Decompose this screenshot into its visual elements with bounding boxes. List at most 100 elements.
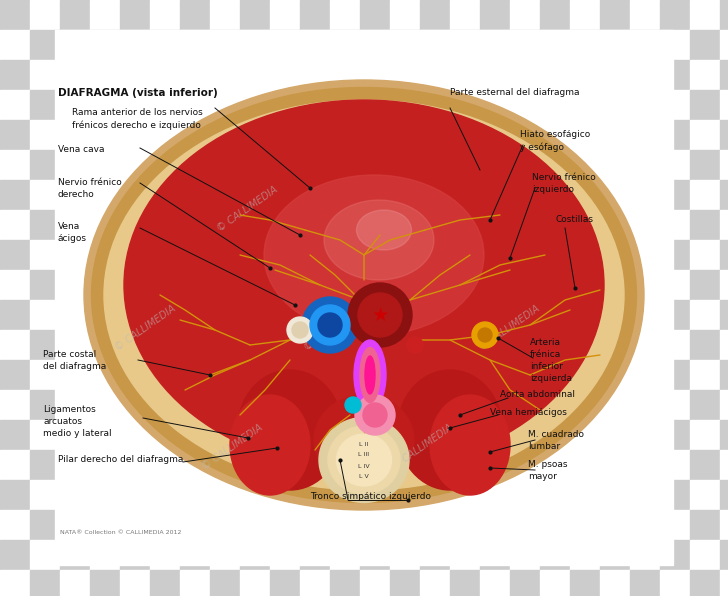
Bar <box>420 540 450 570</box>
Bar <box>330 510 360 540</box>
Bar <box>90 180 120 210</box>
Bar <box>480 540 510 570</box>
Bar <box>270 210 300 240</box>
Bar <box>120 90 150 120</box>
Bar <box>270 240 300 270</box>
Bar <box>90 390 120 420</box>
Bar <box>570 120 600 150</box>
Ellipse shape <box>365 356 375 394</box>
Bar <box>90 300 120 330</box>
Bar <box>690 0 720 30</box>
Bar <box>150 270 180 300</box>
Bar <box>150 450 180 480</box>
Bar <box>30 270 60 300</box>
Text: DIAFRAGMA (vista inferior): DIAFRAGMA (vista inferior) <box>58 88 218 98</box>
Bar <box>360 420 390 450</box>
Bar <box>630 480 660 510</box>
Bar <box>720 270 728 300</box>
Bar <box>570 90 600 120</box>
Bar <box>510 0 540 30</box>
Bar <box>690 570 720 596</box>
Bar <box>240 120 270 150</box>
Bar <box>420 60 450 90</box>
Bar <box>360 60 390 90</box>
Circle shape <box>302 297 358 353</box>
Bar <box>390 330 420 360</box>
Bar <box>600 300 630 330</box>
Bar <box>420 450 450 480</box>
Bar <box>240 210 270 240</box>
Text: Rama anterior de los nervios: Rama anterior de los nervios <box>72 108 203 117</box>
Bar <box>60 540 90 570</box>
Text: frénica: frénica <box>530 350 561 359</box>
Bar <box>420 240 450 270</box>
Bar <box>540 510 570 540</box>
Bar <box>30 180 60 210</box>
Bar <box>540 540 570 570</box>
Circle shape <box>472 322 498 348</box>
Bar <box>510 420 540 450</box>
Bar <box>540 90 570 120</box>
Bar <box>390 570 420 596</box>
Bar <box>0 0 30 30</box>
Bar <box>660 120 690 150</box>
Bar <box>120 0 150 30</box>
Bar <box>450 360 480 390</box>
Bar <box>210 240 240 270</box>
Bar <box>210 180 240 210</box>
Bar <box>360 540 390 570</box>
Bar <box>510 450 540 480</box>
Bar <box>120 30 150 60</box>
Bar <box>600 330 630 360</box>
Bar <box>210 150 240 180</box>
Text: L II: L II <box>360 442 368 446</box>
Bar <box>360 570 390 596</box>
Bar <box>420 210 450 240</box>
Bar <box>0 300 30 330</box>
Bar <box>690 360 720 390</box>
Bar <box>660 180 690 210</box>
Circle shape <box>292 322 308 338</box>
Text: Nervio frénico: Nervio frénico <box>532 173 596 182</box>
Bar <box>720 510 728 540</box>
Ellipse shape <box>397 370 502 490</box>
Bar <box>480 360 510 390</box>
Bar <box>270 360 300 390</box>
Bar <box>150 570 180 596</box>
Bar <box>60 300 90 330</box>
Bar <box>480 420 510 450</box>
Bar <box>360 450 390 480</box>
Bar <box>510 510 540 540</box>
Text: Pilar derecho del diafragma: Pilar derecho del diafragma <box>58 455 183 464</box>
Bar <box>270 420 300 450</box>
Bar <box>690 480 720 510</box>
Circle shape <box>348 283 412 347</box>
Bar <box>240 570 270 596</box>
Bar <box>360 120 390 150</box>
Bar <box>570 300 600 330</box>
Bar <box>60 570 90 596</box>
Bar <box>390 390 420 420</box>
Text: lumbar: lumbar <box>528 442 560 451</box>
Bar <box>630 30 660 60</box>
Bar <box>330 240 360 270</box>
Bar <box>540 150 570 180</box>
Bar <box>600 90 630 120</box>
Bar <box>360 240 390 270</box>
Bar <box>720 120 728 150</box>
Bar <box>150 300 180 330</box>
Bar <box>240 480 270 510</box>
Bar <box>300 30 330 60</box>
Bar <box>660 540 690 570</box>
Bar <box>30 330 60 360</box>
Bar <box>360 0 390 30</box>
Bar <box>180 540 210 570</box>
Text: Ligamentos: Ligamentos <box>43 405 96 414</box>
Bar <box>450 300 480 330</box>
Bar <box>450 180 480 210</box>
Bar <box>630 330 660 360</box>
Bar <box>180 420 210 450</box>
Ellipse shape <box>104 100 624 490</box>
Circle shape <box>363 403 387 427</box>
Bar <box>720 240 728 270</box>
